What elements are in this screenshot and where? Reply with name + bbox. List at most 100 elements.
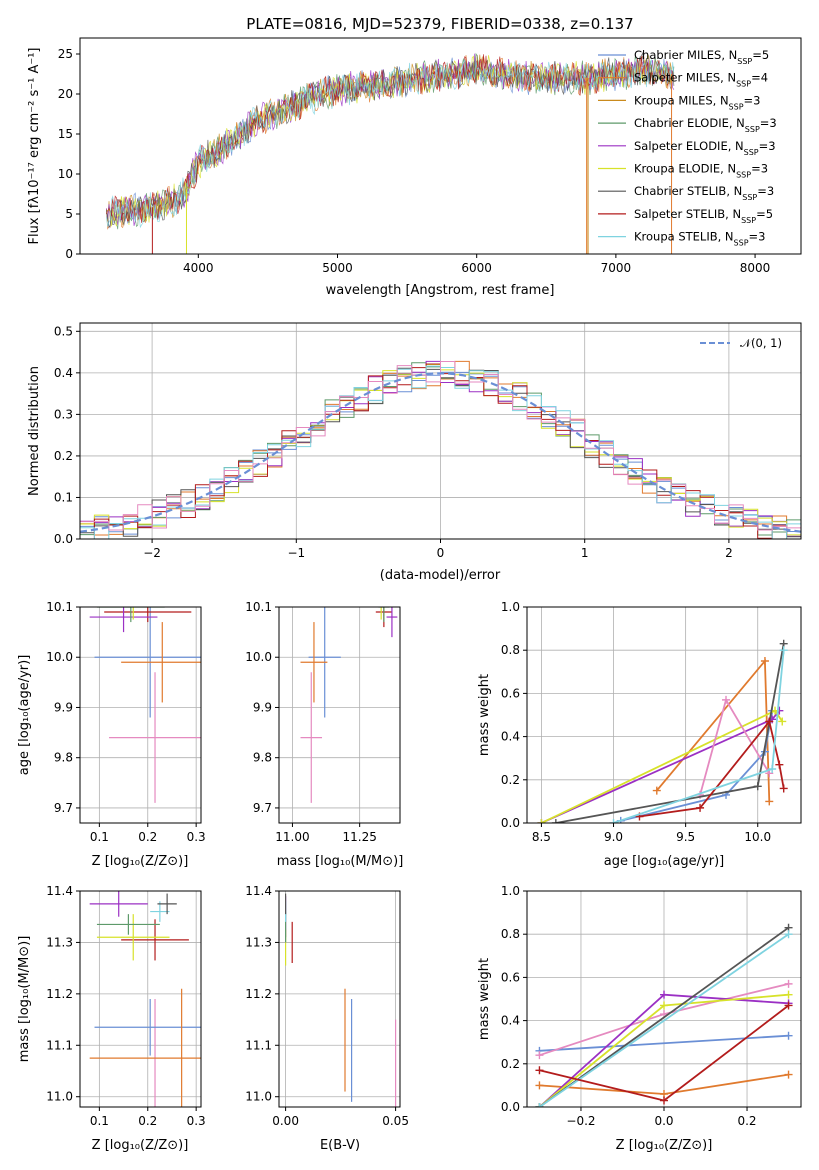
y-tick-label: 0.0: [54, 532, 73, 546]
errorbar-point: [386, 607, 398, 638]
legend-label: Salpeter MILES, NSSP=4: [634, 71, 768, 89]
y-tick-label: 11.2: [245, 987, 272, 1001]
x-tick-label: 0.3: [187, 830, 206, 844]
residual-ylabel: Normed distribution: [27, 366, 42, 496]
age-z-frame: [79, 606, 202, 824]
spectrum-ylabel: Flux [fλ10⁻¹⁷ erg cm⁻² s⁻¹ A⁻¹]: [27, 48, 42, 245]
x-tick-label: 9.5: [676, 830, 695, 844]
residual-panel: −2 −1 0 1 2 0.0 0.1 0.2 0.3 0.4 0.5 (data-model)/e…: [27, 322, 802, 583]
y-tick-label: 0.2: [54, 449, 73, 463]
x-tick-label: 1: [581, 546, 589, 560]
plus-marker: [784, 1070, 793, 1079]
errorbar-point: [109, 672, 201, 803]
y-tick-label: 10: [58, 167, 73, 181]
age-z-xlabel: Z [log₁₀(Z/Z⊙)]: [92, 854, 189, 869]
plus-marker: [784, 990, 793, 999]
y-tick-label: 11.0: [46, 1090, 73, 1104]
errorbar-point: [96, 607, 165, 623]
plus-marker: [753, 782, 762, 791]
plus-marker: [778, 717, 787, 726]
x-tick-label: 0.00: [272, 1114, 299, 1128]
plus-marker: [784, 979, 793, 988]
spectrum-title: PLATE=0816, MJD=52379, FIBERID=0338, z=0…: [246, 15, 633, 33]
y-tick-label: 9.8: [54, 751, 73, 765]
y-tick-label: 15: [58, 127, 73, 141]
plot-area: [537, 639, 788, 823]
x-tick-label: 11.00: [275, 830, 309, 844]
y-tick-label: 11.0: [245, 1090, 272, 1104]
age-z-ylabel: age [log₁₀(age/yr)]: [17, 655, 32, 776]
errorbar-point: [94, 999, 201, 1056]
legend-label: Salpeter STELIB, NSSP=5: [634, 207, 773, 225]
plus-marker: [652, 786, 661, 795]
x-tick-label: 10.0: [744, 830, 771, 844]
errorbar-point: [300, 622, 328, 703]
legend-label: Salpeter ELODIE, NSSP=3: [634, 139, 776, 157]
legend-label: Chabrier ELODIE, NSSP=3: [634, 116, 777, 134]
age-mass-xlabel: mass [log₁₀(M/M⊙)]: [277, 854, 404, 869]
errorbar-point: [94, 607, 201, 718]
plot-area: [89, 891, 201, 1107]
plot-area: [285, 893, 397, 1107]
spectrum-frame: [79, 37, 802, 255]
plus-marker: [784, 1001, 793, 1010]
x-tick-label: −2: [143, 546, 161, 560]
mass-ebv-panel: 0.00 0.05 11.0 11.1 11.2 11.3 11.4 E(B-V): [245, 884, 409, 1153]
mass-weight-line: [620, 710, 774, 822]
y-tick-label: 11.2: [46, 987, 73, 1001]
plot-area: [300, 607, 398, 803]
x-tick-label: 5000: [322, 261, 353, 275]
errorbar-point: [89, 988, 201, 1107]
errorbar-point: [89, 607, 158, 633]
plus-marker: [765, 797, 774, 806]
y-tick-label: 10.1: [245, 600, 272, 614]
y-tick-label: 0.2: [501, 773, 520, 787]
plus-marker: [535, 1081, 544, 1090]
mass-z-panel: 0.1 0.2 0.3 11.0 11.1 11.2 11.3 11.4 Z [log₁₀(Z…: [17, 884, 206, 1153]
y-tick-label: 0.8: [501, 927, 520, 941]
plus-marker: [696, 803, 705, 812]
spectrum-line: [106, 53, 675, 227]
residual-frame: [79, 322, 802, 540]
plus-marker: [660, 990, 668, 999]
mass-ebv-xlabel: E(B-V): [320, 1138, 360, 1153]
x-tick-label: 0.2: [138, 830, 157, 844]
legend-label: Chabrier MILES, NSSP=5: [634, 48, 769, 66]
plus-marker: [760, 657, 769, 665]
x-tick-label: 11.25: [342, 830, 376, 844]
x-tick-label: 0: [437, 546, 445, 560]
x-tick-label: 6000: [461, 261, 492, 275]
spectrum-xlabel: wavelength [Angstrom, rest frame]: [326, 283, 555, 298]
y-tick-label: 20: [58, 87, 73, 101]
y-tick-label: 0.0: [501, 816, 520, 830]
legend-label: Chabrier STELIB, NSSP=3: [634, 184, 774, 202]
y-tick-label: 9.7: [54, 801, 73, 815]
y-tick-label: 0: [65, 247, 73, 261]
y-tick-label: 1.0: [501, 884, 520, 898]
plus-marker: [779, 784, 788, 793]
mass-ebv-frame: [278, 890, 401, 1108]
mw-age-ylabel: mass weight: [477, 674, 492, 756]
y-tick-label: 9.7: [253, 801, 272, 815]
mw-z-frame: [526, 890, 802, 1108]
errorbar-point: [153, 557, 172, 607]
errorbar-point: [132, 607, 134, 620]
x-tick-label: 7000: [601, 261, 632, 275]
y-tick-label: 9.8: [253, 751, 272, 765]
x-tick-label: 8000: [740, 261, 771, 275]
mass-z-frame: [79, 890, 202, 1108]
y-tick-label: 9.9: [253, 700, 272, 714]
y-tick-label: 10.1: [46, 600, 73, 614]
y-tick-label: 0.4: [501, 1014, 520, 1028]
plus-marker: [768, 765, 777, 773]
y-tick-label: 0.0: [501, 1100, 520, 1114]
mass-weight-line: [555, 643, 785, 823]
age-mass-panel: 11.00 11.25 9.7 9.8 9.9 10.0 10.1 mass [log₁₀(…: [245, 600, 404, 869]
spectrum-panel: PLATE=0816, MJD=52379, FIBERID=0338, z=0…: [27, 15, 802, 298]
x-tick-label: 0.2: [138, 1114, 157, 1128]
y-tick-label: 11.3: [245, 935, 272, 949]
spectrum-line: [106, 51, 675, 228]
y-tick-label: 11.1: [46, 1038, 73, 1052]
mass-weight-line: [538, 933, 790, 1107]
